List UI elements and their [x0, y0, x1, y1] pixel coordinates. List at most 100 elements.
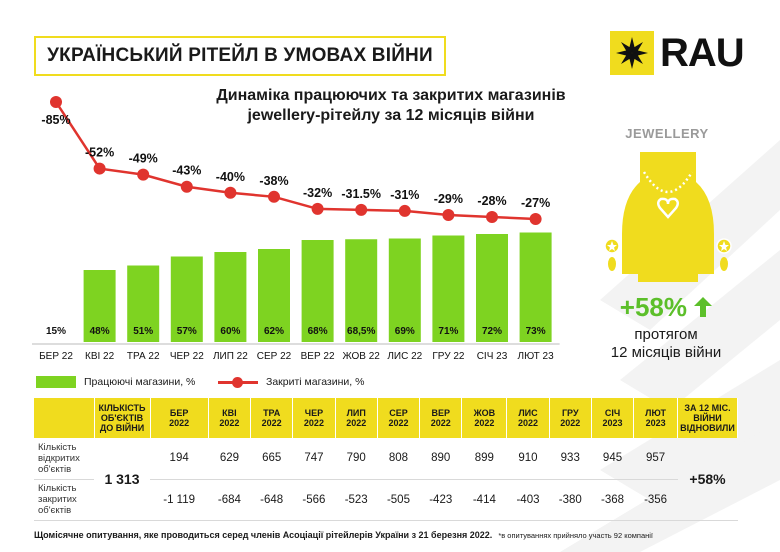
header-text: ОБ'ЄКТІВ [100, 413, 144, 423]
table-header-month: СІЧ 2023 [591, 398, 635, 438]
x-tick-label: ЖОВ 22 [343, 351, 381, 362]
legend-line-label: Закриті магазини, % [266, 376, 365, 388]
legend-line-swatch [218, 376, 258, 388]
header-text: ЛЮТ [645, 408, 667, 418]
bar [170, 256, 203, 342]
chart: 15% БЕР 22 48% КВІ 22 51% ТРА 22 57% ЧЕР 22 60% Л… [32, 96, 560, 362]
line-point [442, 208, 455, 221]
header-text: ЖОВ [473, 408, 496, 418]
table-cell: -684 [208, 479, 251, 521]
header-text: 2023 [602, 418, 623, 428]
row-label-closed: Кількість закритих об'єктів [34, 479, 94, 521]
header-text: ВІЙНИ [693, 413, 722, 423]
header-text: 2022 [261, 418, 282, 428]
table-cell: -380 [549, 479, 592, 521]
line-point [311, 202, 324, 215]
table-header-month: ЛЮТ 2023 [633, 398, 678, 438]
subtitle-line-2: jewellery-рітейлу за 12 місяців війни [247, 107, 535, 124]
header-text: БЕР [169, 408, 189, 418]
header-text: 2022 [517, 418, 538, 428]
x-tick-label: ЛЮТ 23 [518, 351, 555, 362]
header-text: ВІДНОВИЛИ [680, 423, 735, 433]
header-text: 2022 [430, 418, 451, 428]
footnote: Щомісячне опитування, яке проводиться се… [34, 530, 653, 540]
x-tick-label: СЕР 22 [257, 351, 292, 362]
category-label: JEWELLERY [625, 126, 709, 141]
growth-caption-line-2: 12 місяців війни [610, 344, 722, 361]
table-header-month: ГРУ 2022 [549, 398, 592, 438]
table-cell: 747 [292, 438, 336, 480]
bar-label: 68% [308, 326, 328, 337]
line-point [268, 190, 280, 203]
line-point-label: -52% [85, 146, 114, 160]
bar [476, 234, 508, 342]
bar [432, 235, 465, 342]
x-tick-label: СІЧ 23 [477, 351, 508, 362]
header-text: СІЧ [604, 408, 621, 418]
growth-caption: протягом 12 місяців війни [596, 326, 736, 362]
growth-caption-line-1: протягом [634, 326, 698, 343]
table-header-row: КІЛЬКІСТЬ ОБ'ЄКТІВ ДО ВІЙНИ БЕР 2022 КВІ 2… [34, 398, 738, 438]
row-label-text: Кількість [38, 441, 77, 453]
x-tick-label: ТРА 22 [127, 351, 160, 362]
table-header-recovered: ЗА 12 МІС. ВІЙНИ ВІДНОВИЛИ [677, 398, 738, 438]
line-point [137, 168, 150, 181]
header-text: ЛИП [346, 408, 366, 418]
table-row-closed: Кількість закритих об'єктів -1 119 -684 … [34, 479, 738, 521]
footnote-main: Щомісячне опитування, яке проводиться се… [34, 530, 493, 540]
table-cell: -505 [377, 479, 420, 521]
table-cell: 899 [461, 438, 507, 480]
growth-value: +58% [596, 292, 736, 323]
table-cell: 933 [549, 438, 592, 480]
table-cell: 629 [208, 438, 251, 480]
table-cell: -423 [419, 479, 462, 521]
x-tick-label: ЛИП 22 [213, 351, 248, 362]
table-header-prewar: КІЛЬКІСТЬ ОБ'ЄКТІВ ДО ВІЙНИ [94, 398, 151, 438]
table-header-empty [34, 398, 95, 438]
table-header-month: ЛИС 2022 [506, 398, 550, 438]
legend-bars-label: Працюючі магазини, % [84, 376, 196, 388]
line-point [398, 204, 411, 217]
row-label-text: об'єктів [38, 463, 72, 475]
chart-subtitle: Динаміка працюючих та закритих магазинів… [196, 86, 586, 126]
line-point-label: -29% [434, 192, 463, 206]
header-text: 2022 [219, 418, 240, 428]
header-text: КІЛЬКІСТЬ [98, 403, 146, 413]
header-text: ТРА [263, 408, 281, 418]
table-header-month: БЕР 2022 [150, 398, 209, 438]
bar [83, 270, 116, 342]
bar-label: 73% [526, 326, 546, 337]
line-point-label: -31% [390, 188, 419, 202]
bar [519, 232, 552, 342]
table-cell: 890 [419, 438, 462, 480]
line-point-label: -32% [303, 186, 332, 200]
data-table: КІЛЬКІСТЬ ОБ'ЄКТІВ ДО ВІЙНИ БЕР 2022 КВІ 2… [34, 398, 738, 521]
table-cell: -414 [461, 479, 507, 521]
table-header-month: ЖОВ 2022 [461, 398, 508, 438]
x-tick-label: ВЕР 22 [301, 351, 335, 362]
table-header-month: ТРА 2022 [250, 398, 294, 438]
necklace-icon [604, 152, 732, 282]
line-point-label: -27% [521, 196, 550, 210]
legend-line: Закриті магазини, % [218, 376, 364, 388]
bar-label: 51% [133, 326, 153, 337]
page-title: УКРАЇНСЬКИЙ РІТЕЙЛ В УМОВАХ ВІЙНИ [34, 36, 446, 76]
header-text: ВЕР [431, 408, 450, 418]
table-cell: -566 [292, 479, 336, 521]
table-header-month: СЕР 2022 [377, 398, 421, 438]
header-text: ГРУ [561, 408, 579, 418]
table-header-month: ЛИП 2022 [335, 398, 378, 438]
header-text: 2022 [388, 418, 409, 428]
bar [388, 238, 421, 342]
line-point-label: -38% [259, 174, 288, 188]
table-cell: 957 [633, 438, 678, 480]
table-cell: -523 [335, 479, 378, 521]
rau-logo: RAU [610, 30, 745, 75]
bar-label: 15% [46, 326, 66, 337]
bar-label: 57% [177, 326, 197, 337]
table-cell: -1 119 [150, 479, 209, 521]
row-label-text: закритих [38, 494, 77, 505]
subtitle-line-1: Динаміка працюючих та закритих магазинів [216, 87, 566, 104]
table-cell: 945 [591, 438, 634, 480]
logo-text: RAU [660, 30, 745, 75]
